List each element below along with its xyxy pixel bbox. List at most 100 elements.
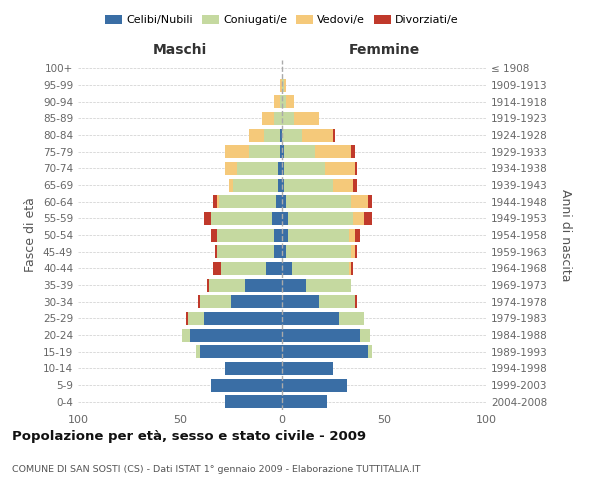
Bar [231,295,282,308]
Bar [225,362,282,375]
Bar [282,178,284,192]
Bar [182,328,190,342]
Bar [278,178,282,192]
Bar [368,345,372,358]
Bar [282,362,333,375]
Bar [219,195,276,208]
Bar [333,128,335,141]
Bar [302,128,333,141]
Bar [196,345,200,358]
Bar [205,212,211,225]
Bar [274,95,280,108]
Bar [307,278,352,291]
Bar [217,228,274,241]
Bar [349,262,352,275]
Bar [282,78,284,92]
Bar [245,278,282,291]
Bar [288,228,349,241]
Bar [284,178,333,192]
Bar [286,245,352,258]
Bar [188,312,205,325]
Bar [294,112,319,125]
Bar [211,228,217,241]
Bar [355,162,358,175]
Bar [282,395,327,408]
Bar [217,195,219,208]
Bar [272,212,282,225]
Bar [333,178,353,192]
Bar [352,145,355,158]
Bar [282,345,368,358]
Bar [359,328,370,342]
Bar [286,195,352,208]
Bar [211,212,272,225]
Bar [352,245,355,258]
Bar [349,228,355,241]
Bar [199,295,200,308]
Bar [284,78,286,92]
Bar [205,312,282,325]
Bar [353,212,364,225]
Bar [282,328,359,342]
Bar [225,395,282,408]
Bar [284,145,314,158]
Bar [364,212,372,225]
Bar [282,145,284,158]
Bar [282,262,292,275]
Bar [282,312,339,325]
Bar [221,262,266,275]
Bar [355,245,358,258]
Bar [355,295,358,308]
Legend: Celibi/Nubili, Coniugati/e, Vedovi/e, Divorziati/e: Celibi/Nubili, Coniugati/e, Vedovi/e, Di… [101,10,463,30]
Bar [186,312,188,325]
Bar [211,378,282,392]
Y-axis label: Fasce di età: Fasce di età [25,198,37,272]
Bar [263,128,280,141]
Bar [200,295,231,308]
Bar [353,178,358,192]
Bar [282,295,319,308]
Bar [282,212,288,225]
Bar [276,195,282,208]
Bar [229,178,233,192]
Bar [292,262,349,275]
Bar [288,212,353,225]
Bar [282,195,286,208]
Bar [212,262,221,275]
Text: Maschi: Maschi [153,42,207,56]
Bar [225,145,250,158]
Bar [282,95,286,108]
Bar [314,145,352,158]
Bar [250,128,263,141]
Bar [215,245,217,258]
Bar [274,112,282,125]
Bar [237,162,278,175]
Bar [319,295,355,308]
Bar [266,262,282,275]
Bar [274,228,282,241]
Bar [355,228,359,241]
Bar [282,112,294,125]
Bar [284,162,325,175]
Bar [286,95,294,108]
Bar [282,378,347,392]
Bar [225,162,237,175]
Bar [325,162,355,175]
Bar [212,195,217,208]
Bar [368,195,372,208]
Bar [278,162,282,175]
Text: Popolazione per età, sesso e stato civile - 2009: Popolazione per età, sesso e stato civil… [12,430,366,443]
Bar [280,78,282,92]
Bar [233,178,278,192]
Bar [339,312,364,325]
Bar [282,162,284,175]
Bar [280,128,282,141]
Text: COMUNE DI SAN SOSTI (CS) - Dati ISTAT 1° gennaio 2009 - Elaborazione TUTTITALIA.: COMUNE DI SAN SOSTI (CS) - Dati ISTAT 1°… [12,465,421,474]
Bar [209,278,245,291]
Bar [206,278,209,291]
Bar [282,228,288,241]
Bar [282,245,286,258]
Bar [200,345,282,358]
Bar [282,128,302,141]
Bar [280,145,282,158]
